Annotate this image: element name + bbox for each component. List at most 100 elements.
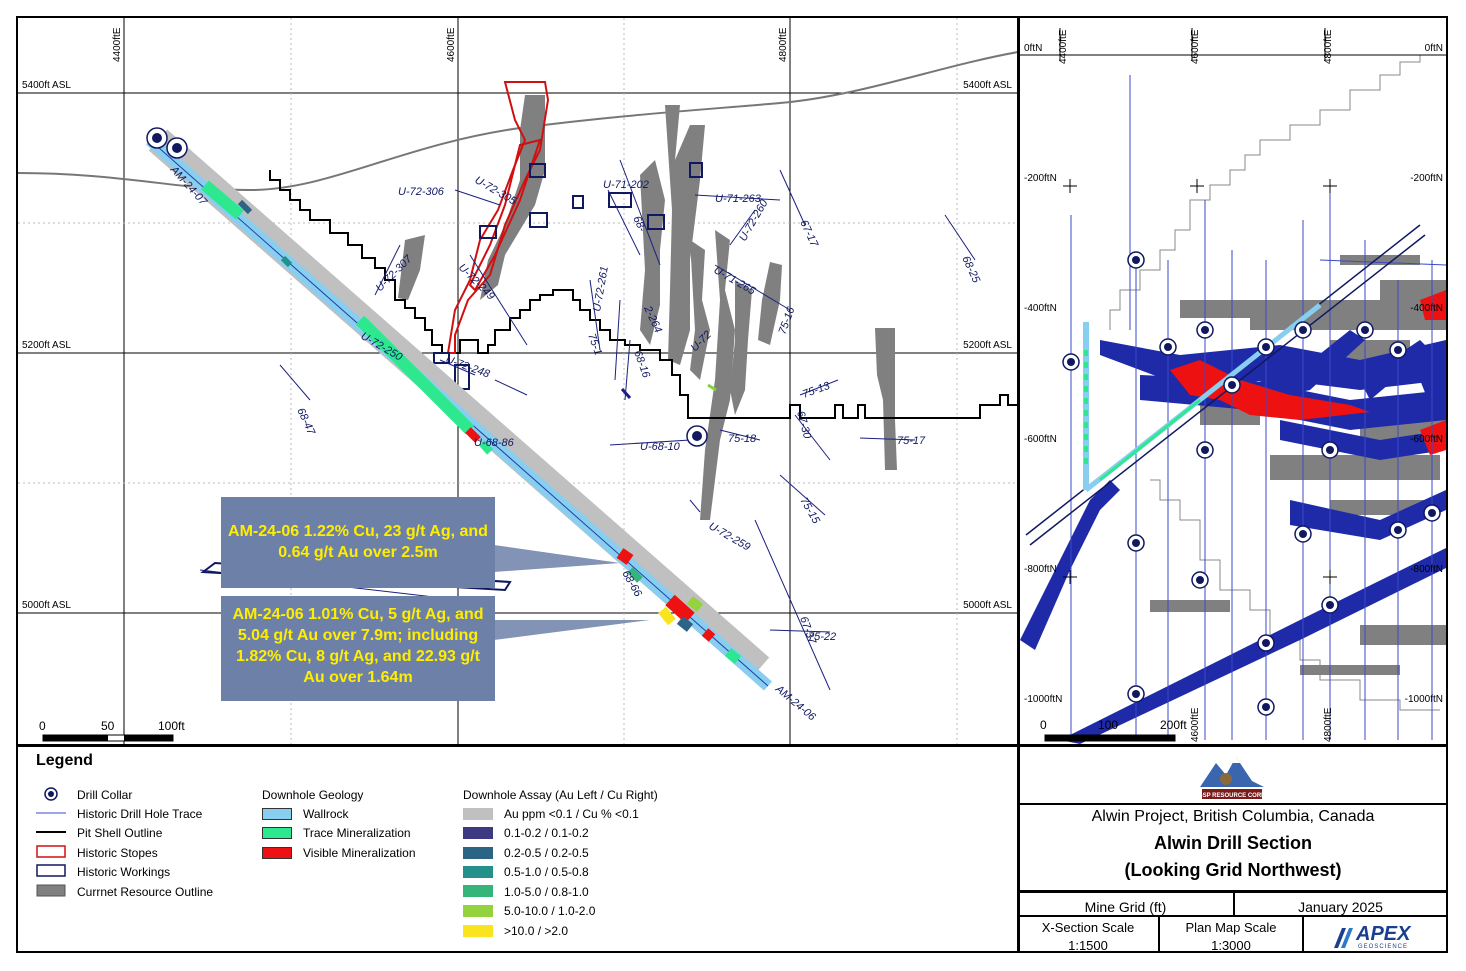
plan-y-label: -200ftN (1410, 173, 1443, 184)
legend-historic-trace: Historic Drill Hole Trace (77, 807, 203, 821)
grid-y-label: 5000ft ASL (22, 600, 71, 611)
legend-swatch-assay-6 (463, 925, 493, 937)
plan-scale-tick: 100 (1098, 718, 1118, 732)
plan-y-label: 0ftN (1425, 43, 1443, 54)
plan-scale-label: Plan Map Scale (1185, 920, 1277, 935)
divider (16, 744, 1448, 747)
plan-y-label: -400ftN (1024, 303, 1057, 314)
plan-scale: 1:3000 (1211, 938, 1251, 950)
plan-x-label: 4800ftE (1323, 707, 1334, 742)
historic-label: 68-16 (631, 349, 652, 380)
legend-resource-outline: Currnet Resource Outline (77, 885, 214, 899)
plan-scale-tick: 0 (1040, 718, 1047, 732)
legend-assay-3: 0.5-1.0 / 0.5-0.8 (504, 865, 589, 879)
divider (1017, 16, 1020, 953)
drill-hole-label: AM-24-06 (772, 682, 818, 723)
apex-logo-text: APEX (1355, 923, 1412, 945)
plan-y-label: -600ftN (1024, 434, 1057, 445)
legend-trace: Trace Mineralization (303, 826, 411, 840)
legend-symbols (36, 787, 66, 897)
historic-label: 75-17 (897, 435, 926, 447)
xsection-scale-label: X-Section Scale (1041, 920, 1135, 935)
historic-label: 68-25 (959, 254, 982, 285)
plan-x-label: 4800ftE (1323, 29, 1334, 64)
historic-label: 75-13 (801, 380, 832, 401)
legend-title: Legend (36, 752, 93, 769)
tb-line (1018, 915, 1448, 917)
xsection-scale: 1:1500 (1068, 938, 1108, 950)
historic-label: U-68-86 (474, 437, 515, 449)
plan-y-label: 0ftN (1024, 43, 1042, 54)
plan-x-label: 4400ftE (1058, 29, 1069, 64)
tb-line (1158, 917, 1160, 953)
historic-label: U-68-10 (640, 441, 681, 453)
plan-y-label: -1000ftN (1405, 694, 1443, 705)
legend-assay-6: >10.0 / >2.0 (504, 924, 569, 938)
historic-label: 67-17 (797, 218, 820, 249)
plan-y-label: -600ftN (1410, 434, 1443, 445)
legend-assay-1: 0.1-0.2 / 0.1-0.2 (504, 826, 589, 840)
scale-tick: 0 (39, 719, 46, 733)
legend-pit-shell: Pit Shell Outline (77, 826, 163, 840)
grid-system: Mine Grid (ft) (1084, 899, 1167, 915)
plan-x-label: 4600ftE (1190, 707, 1201, 742)
historic-label: 75-16 (777, 305, 798, 336)
legend-assay-title: Downhole Assay (Au Left / Cu Right) (463, 788, 658, 802)
legend-wallrock: Wallrock (303, 807, 349, 821)
plan-y-label: -200ftN (1024, 173, 1057, 184)
plan-y-label: -800ftN (1024, 564, 1057, 575)
tb-line (1302, 917, 1304, 953)
historic-label: U-71-265 (712, 264, 758, 298)
legend-visible: Visible Mineralization (303, 846, 416, 860)
tb-line (1018, 803, 1448, 805)
historic-label: U-71-263 (715, 193, 762, 205)
tb-line (1018, 890, 1448, 893)
apex-logo-sub: GEOSCIENCE (1358, 944, 1408, 950)
tb-line (1233, 893, 1235, 915)
grid-x-label: 4800ftE (778, 27, 789, 62)
legend-swatch-wallrock (262, 808, 292, 820)
legend-swatch-assay-4 (463, 885, 493, 897)
map-date: January 2025 (1298, 899, 1383, 915)
legend-swatch-assay-0 (463, 808, 493, 820)
historic-label: U-72-306 (398, 186, 445, 198)
drill-section-title: Alwin Drill Section (1153, 833, 1313, 853)
map-frame (16, 16, 1448, 953)
project-name: Alwin Project, British Columbia, Canada (1091, 808, 1375, 825)
grid-y-label: 5200ft ASL (963, 340, 1012, 351)
gsp-logo: GSP RESOURCE CORP. (1198, 757, 1266, 799)
legend-assay-0: Au ppm <0.1 / Cu % <0.1 (504, 807, 639, 821)
historic-label: U-72-259 (707, 520, 753, 553)
legend-swatch-assay-1 (463, 827, 493, 839)
scale-tick: 50 (101, 719, 115, 733)
drill-section-subtitle: (Looking Grid Northwest) (1124, 860, 1342, 880)
grid-y-label: 5400ft ASL (963, 80, 1012, 91)
title-block: GSP RESOURCE CORP. Alwin Project, Britis… (1018, 745, 1448, 953)
apex-logo: APEX GEOSCIENCE (1334, 923, 1412, 950)
legend-swatch-assay-2 (463, 847, 493, 859)
historic-label: 75-15 (797, 496, 822, 527)
legend-drill-collar: Drill Collar (77, 788, 133, 802)
plan-map: 4400ftE 4600ftE 4800ftE 4600ftE 4800ftE … (1020, 18, 1446, 744)
historic-label: U-72-261 (591, 265, 611, 312)
grid-y-label: 5000ft ASL (963, 600, 1012, 611)
grid-y-label: 5400ft ASL (22, 80, 71, 91)
plan-scale-tick: 200ft (1160, 718, 1187, 732)
scale-tick: 100ft (158, 719, 185, 733)
grid-x-label: 4600ftE (446, 27, 457, 62)
legend-historic-workings: Historic Workings (77, 865, 171, 879)
legend-swatch-trace (262, 827, 292, 839)
historic-label: 68-47 (294, 406, 317, 437)
cross-section-map: 4400ftE 4600ftE 4800ftE 5400ft ASL 5200f… (18, 18, 1018, 745)
legend-assay-4: 1.0-5.0 / 0.8-1.0 (504, 885, 589, 899)
legend-swatch-assay-5 (463, 905, 493, 917)
plan-y-label: -800ftN (1410, 564, 1443, 575)
historic-label: 75-22 (808, 631, 836, 643)
legend-geology-title: Downhole Geology (262, 788, 364, 802)
legend-assay-2: 0.2-0.5 / 0.2-0.5 (504, 846, 589, 860)
historic-label: U-72-248 (444, 354, 492, 381)
grid-y-label: 5200ft ASL (22, 340, 71, 351)
legend-swatch-assay-3 (463, 866, 493, 878)
legend-assay-5: 5.0-10.0 / 1.0-2.0 (504, 904, 596, 918)
plan-y-label: -400ftN (1410, 303, 1443, 314)
